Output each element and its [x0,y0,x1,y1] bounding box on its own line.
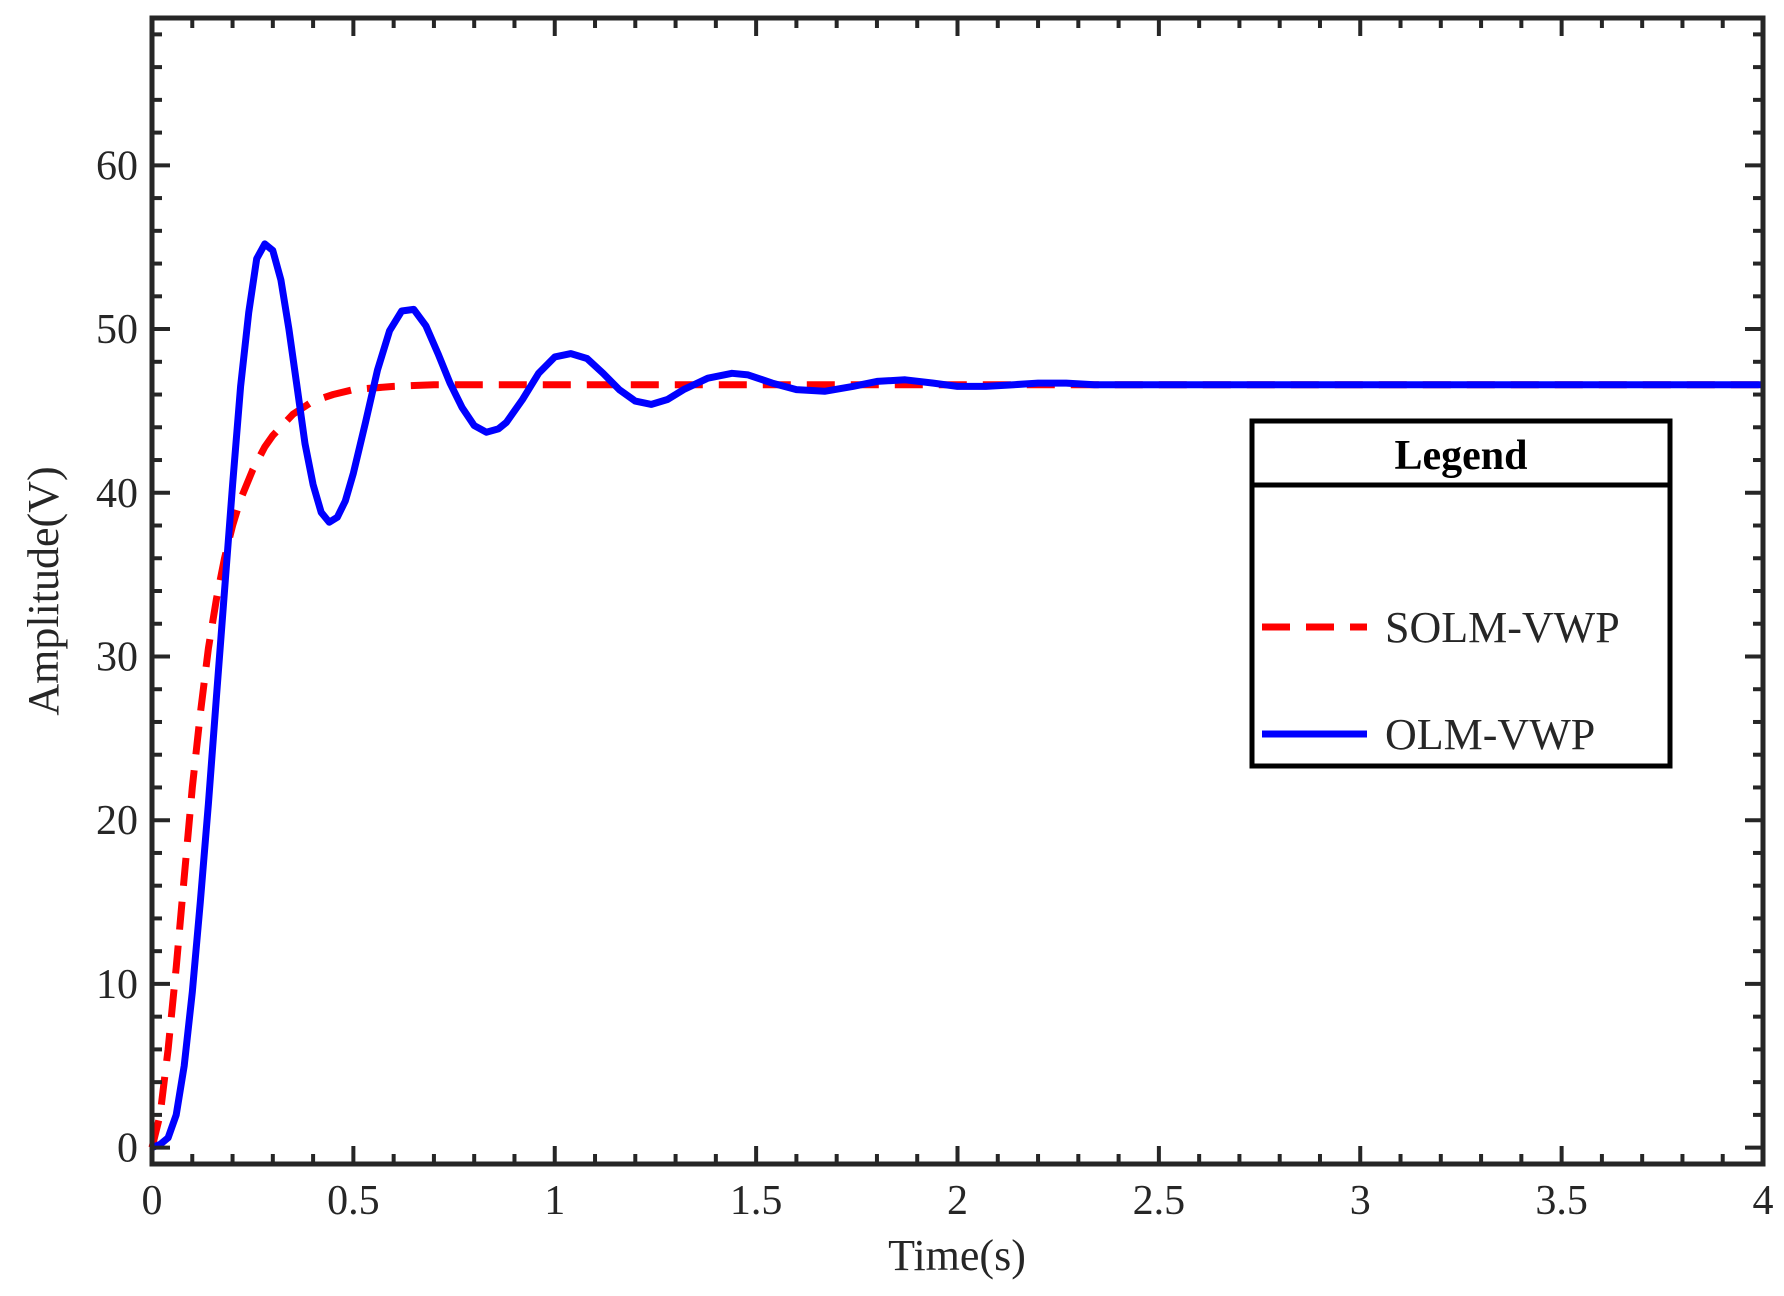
x-tick-label: 1.5 [730,1178,783,1224]
x-tick-label: 2 [947,1178,968,1224]
x-tick-labels: 0 0.5 1 1.5 2 2.5 3 3.5 4 [142,1178,1774,1224]
x-tick-label: 3.5 [1535,1178,1588,1224]
legend-title: Legend [1394,433,1527,479]
y-tick-label: 40 [96,471,138,517]
series-line-solm-vwp [148,381,1763,1149]
y-tick-label: 0 [117,1126,138,1172]
legend-label-olm-vwp: OLM-VWP [1385,710,1595,759]
x-tick-label: 4 [1753,1178,1774,1224]
legend-box [1249,418,1673,769]
y-tick-label: 60 [96,143,138,189]
series-line-olm-vwp [150,240,1763,1151]
x-tick-label: 0 [142,1178,163,1224]
series-layer [148,240,1763,1151]
x-tick-label: 2.5 [1133,1178,1186,1224]
x-tick-label: 3 [1350,1178,1371,1224]
legend: Legend SOLM-VWP OLM-VWP [1249,418,1673,769]
y-tick-labels: 0 10 20 30 40 50 60 [96,143,138,1171]
y-tick-label: 10 [96,962,138,1008]
y-tick-label: 30 [96,634,138,680]
legend-label-solm-vwp: SOLM-VWP [1385,603,1620,652]
y-axis-label: Amplitude(V) [19,466,68,715]
y-tick-label: 50 [96,307,138,353]
y-tick-label: 20 [96,798,138,844]
x-tick-label: 1 [544,1178,565,1224]
x-axis-label: Time(s) [888,1231,1026,1280]
x-tick-label: 0.5 [327,1178,380,1224]
plot-frame [149,15,1766,1167]
